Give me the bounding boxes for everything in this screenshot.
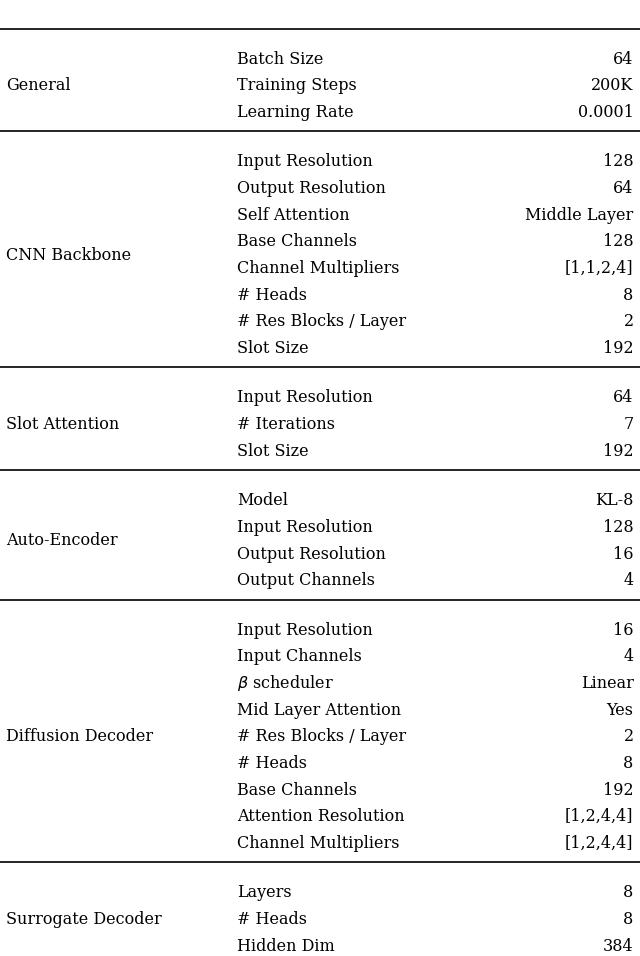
Text: 4: 4 (623, 648, 634, 665)
Text: Linear: Linear (580, 675, 634, 692)
Text: Middle Layer: Middle Layer (525, 206, 634, 224)
Text: Layers: Layers (237, 884, 291, 902)
Text: Output Channels: Output Channels (237, 573, 375, 589)
Text: 128: 128 (603, 233, 634, 250)
Text: Base Channels: Base Channels (237, 233, 357, 250)
Text: Hidden Dim: Hidden Dim (237, 938, 335, 955)
Text: 8: 8 (623, 884, 634, 902)
Text: 8: 8 (623, 755, 634, 771)
Text: Training Steps: Training Steps (237, 77, 356, 95)
Text: 128: 128 (603, 153, 634, 170)
Text: [1,2,4,4]: [1,2,4,4] (565, 808, 634, 825)
Text: CNN Backbone: CNN Backbone (6, 247, 132, 264)
Text: 7: 7 (623, 416, 634, 433)
Text: Output Resolution: Output Resolution (237, 180, 386, 197)
Text: [1,1,2,4]: [1,1,2,4] (565, 260, 634, 277)
Text: 192: 192 (603, 782, 634, 798)
Text: Mid Layer Attention: Mid Layer Attention (237, 702, 401, 719)
Text: 64: 64 (613, 51, 634, 68)
Text: 2: 2 (623, 728, 634, 746)
Text: Auto-Encoder: Auto-Encoder (6, 532, 118, 549)
Text: 16: 16 (613, 621, 634, 639)
Text: Self Attention: Self Attention (237, 206, 349, 224)
Text: 2: 2 (623, 314, 634, 330)
Text: 0.0001: 0.0001 (578, 104, 634, 120)
Text: # Heads: # Heads (237, 287, 307, 304)
Text: # Res Blocks / Layer: # Res Blocks / Layer (237, 728, 406, 746)
Text: 16: 16 (613, 546, 634, 562)
Text: 192: 192 (603, 340, 634, 357)
Text: Input Resolution: Input Resolution (237, 153, 372, 170)
Text: Batch Size: Batch Size (237, 51, 323, 68)
Text: Learning Rate: Learning Rate (237, 104, 353, 120)
Text: Input Resolution: Input Resolution (237, 389, 372, 406)
Text: Slot Attention: Slot Attention (6, 416, 120, 433)
Text: Output Resolution: Output Resolution (237, 546, 386, 562)
Text: Base Channels: Base Channels (237, 782, 357, 798)
Text: Channel Multipliers: Channel Multipliers (237, 260, 399, 277)
Text: Input Resolution: Input Resolution (237, 519, 372, 536)
Text: 8: 8 (623, 911, 634, 928)
Text: $\beta$ scheduler: $\beta$ scheduler (237, 673, 334, 693)
Text: # Heads: # Heads (237, 755, 307, 771)
Text: Yes: Yes (607, 702, 634, 719)
Text: [1,2,4,4]: [1,2,4,4] (565, 835, 634, 852)
Text: Attention Resolution: Attention Resolution (237, 808, 404, 825)
Text: # Heads: # Heads (237, 911, 307, 928)
Text: 64: 64 (613, 180, 634, 197)
Text: 4: 4 (623, 573, 634, 589)
Text: # Iterations: # Iterations (237, 416, 335, 433)
Text: Input Resolution: Input Resolution (237, 621, 372, 639)
Text: Surrogate Decoder: Surrogate Decoder (6, 911, 162, 928)
Text: # Res Blocks / Layer: # Res Blocks / Layer (237, 314, 406, 330)
Text: 192: 192 (603, 443, 634, 460)
Text: Channel Multipliers: Channel Multipliers (237, 835, 399, 852)
Text: 200K: 200K (591, 77, 634, 95)
Text: Slot Size: Slot Size (237, 443, 308, 460)
Text: Input Channels: Input Channels (237, 648, 362, 665)
Text: Slot Size: Slot Size (237, 340, 308, 357)
Text: Model: Model (237, 492, 288, 510)
Text: 384: 384 (603, 938, 634, 955)
Text: 64: 64 (613, 389, 634, 406)
Text: Diffusion Decoder: Diffusion Decoder (6, 728, 154, 746)
Text: KL-8: KL-8 (595, 492, 634, 510)
Text: 8: 8 (623, 287, 634, 304)
Text: General: General (6, 77, 71, 95)
Text: 128: 128 (603, 519, 634, 536)
